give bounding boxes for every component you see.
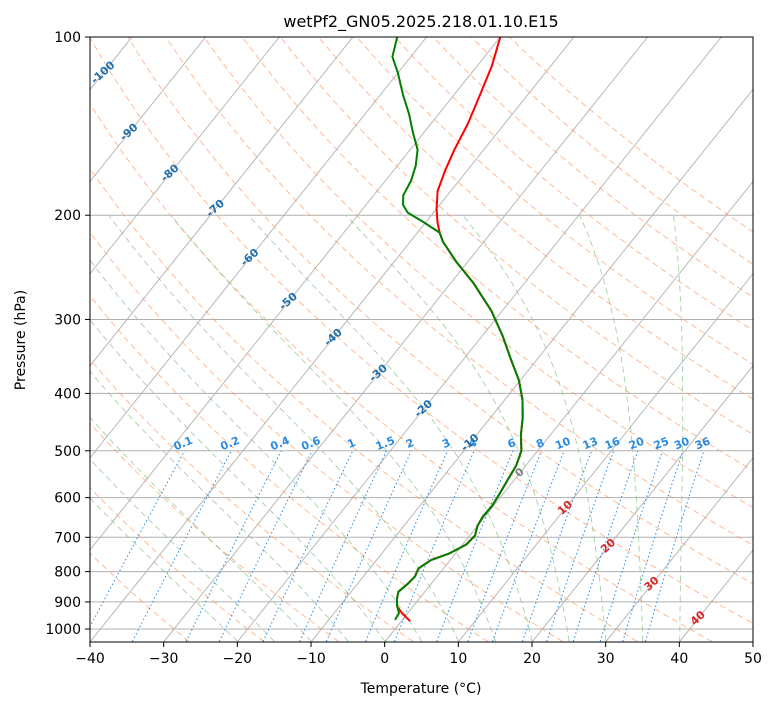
x-tick-label: 20	[523, 651, 541, 667]
moist-adiabat	[248, 214, 533, 642]
plot-area: 0.1 0.2 0.4 0.6 1 1.5 2 3 4 6 8 10 13 16 20 25 30 36-100-…	[90, 37, 753, 642]
dry-adiabat	[90, 358, 414, 642]
mixing-ratio-line	[325, 450, 412, 642]
y-tick-label: 1000	[45, 622, 81, 638]
mixing-ratio-label: 36	[693, 435, 712, 453]
mixing-ratio-label: 13	[581, 435, 600, 453]
mixing-ratio-label: 16	[603, 435, 622, 453]
dry-adiabat	[394, 37, 753, 331]
mixing-ratio-label: 20	[627, 435, 646, 453]
isotherm-line	[532, 365, 753, 642]
mixing-ratio-line	[365, 450, 448, 642]
dewpoint-profile-line	[391, 37, 524, 621]
y-axis-title: Pressure (hPa)	[13, 290, 29, 390]
mixing-ratio-label: 3	[440, 436, 452, 451]
moist-adiabat	[90, 319, 386, 642]
isotherm-line	[90, 37, 428, 459]
x-axis-title: Temperature (°C)	[360, 681, 482, 697]
mixing-ratio-line	[492, 450, 565, 642]
y-tick-label: 300	[54, 312, 81, 328]
mixing-ratio-lines	[90, 450, 705, 642]
y-tick-label: 400	[54, 386, 81, 402]
chart-title: wetPf2_GN05.2025.218.01.10.E15	[283, 12, 558, 32]
y-tick-label: 100	[54, 30, 81, 46]
y-tick-label: 700	[54, 530, 81, 546]
dry-adiabat	[90, 102, 713, 642]
isotherm-line	[458, 272, 753, 642]
x-tick-label: −30	[149, 651, 179, 667]
x-tick-label: 10	[449, 651, 467, 667]
moist-adiabat	[345, 214, 570, 642]
moist-adiabat-lines	[90, 214, 684, 642]
dry-adiabat	[90, 167, 638, 642]
mixing-ratio-line	[599, 450, 664, 642]
isotherm-line	[237, 37, 722, 642]
mixing-ratio-line	[185, 450, 282, 642]
mixing-ratio-line	[436, 450, 514, 642]
y-tick-label: 800	[54, 565, 81, 581]
moist-adiabat	[672, 215, 684, 642]
y-tick-label: 500	[54, 444, 81, 460]
dry-adiabat	[318, 37, 753, 400]
x-tick-label: 40	[670, 651, 688, 667]
sounding-profiles	[391, 37, 524, 622]
dry-adiabat	[356, 37, 753, 365]
dry-adiabat	[90, 231, 563, 642]
dry-adiabat	[90, 37, 753, 624]
x-tick-label: −40	[75, 651, 105, 667]
moist-adiabat	[90, 416, 312, 642]
dry-adiabat	[203, 37, 753, 509]
isotherm-line	[90, 37, 501, 551]
y-tick-label: 200	[54, 208, 81, 224]
mixing-ratio-label: 1	[345, 436, 357, 451]
isotherm-line	[90, 37, 280, 275]
mixing-ratio-label: 25	[652, 435, 671, 453]
isotherm-line	[605, 457, 753, 642]
mixing-ratio-label: 30	[672, 435, 691, 453]
mixing-ratio-line	[645, 450, 705, 642]
moist-adiabat	[90, 259, 423, 642]
dry-adiabat	[127, 37, 753, 585]
moist-adiabat	[462, 214, 607, 642]
dry-adiabat-lines	[90, 37, 753, 642]
mixing-ratio-line	[90, 450, 185, 628]
mixing-ratio-line	[622, 450, 684, 642]
isotherm-line	[90, 37, 354, 367]
axis-ticks: −40 −30 −20 −10 0 10 20 30 40 50 100 200 300 400 500 60…	[45, 30, 762, 667]
moist-adiabat	[90, 370, 349, 642]
moist-adiabat	[579, 215, 644, 642]
dry-adiabat	[90, 422, 339, 642]
x-tick-label: 30	[597, 651, 615, 667]
isotherm-line	[90, 37, 207, 183]
mixing-ratio-line	[467, 450, 542, 642]
plot-frame	[89, 36, 754, 643]
moist-adiabat	[108, 214, 460, 642]
x-tick-label: −20	[223, 651, 253, 667]
mixing-ratio-line	[572, 450, 639, 642]
dry-adiabat	[90, 295, 489, 642]
x-tick-label: 0	[380, 651, 389, 667]
x-tick-label: −10	[296, 651, 326, 667]
mixing-ratio-label: 8	[534, 436, 546, 451]
mixing-ratio-label: 10	[553, 435, 572, 453]
dry-adiabat	[90, 552, 190, 642]
x-tick-label: 50	[744, 651, 762, 667]
y-tick-label: 600	[54, 491, 81, 507]
dry-adiabat	[165, 37, 753, 546]
isotherm-lines	[90, 37, 753, 642]
isotherm-line	[163, 37, 649, 642]
moist-adiabat	[170, 214, 496, 642]
mixing-ratio-line	[522, 450, 593, 642]
mixing-ratio-line	[546, 450, 615, 642]
moist-adiabat	[90, 497, 239, 642]
mixing-ratio-label: 2	[404, 436, 416, 451]
isotherm-line	[384, 180, 753, 642]
y-tick-label: 900	[54, 595, 81, 611]
